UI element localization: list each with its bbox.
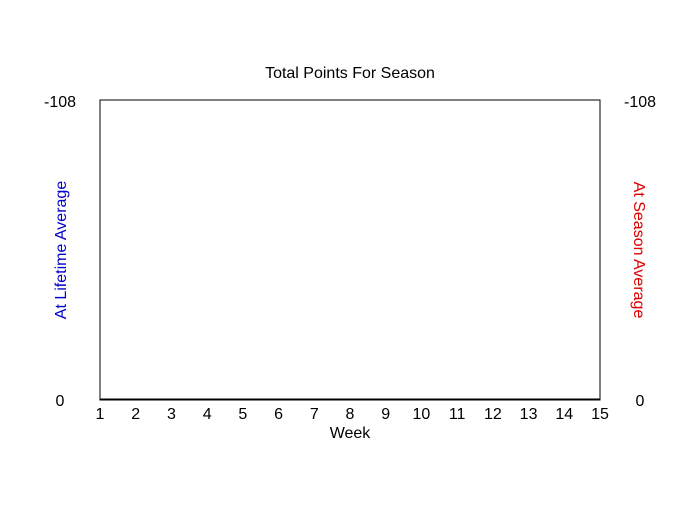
- plot-area-frame: [99, 99, 601, 401]
- x-tick-label: 14: [555, 406, 573, 423]
- x-tick-label: 9: [381, 406, 390, 423]
- y-axis-left-label: At Lifetime Average: [53, 181, 70, 320]
- x-tick-label: 15: [591, 406, 609, 423]
- x-axis-label: Week: [330, 425, 372, 442]
- y-left-tick-top: -108: [44, 94, 76, 111]
- x-tick-label: 13: [520, 406, 538, 423]
- x-tick-label: 3: [167, 406, 176, 423]
- x-tick-label: 10: [413, 406, 431, 423]
- x-tick-label: 2: [131, 406, 140, 423]
- y-right-tick-bottom: 0: [636, 393, 645, 410]
- x-tick-label: 5: [238, 406, 247, 423]
- x-tick-label: 6: [274, 406, 283, 423]
- x-tick-label: 11: [449, 406, 466, 423]
- x-tick-label: 12: [484, 406, 502, 423]
- x-tick-label: 1: [96, 406, 105, 423]
- chart-title: Total Points For Season: [265, 65, 435, 82]
- y-axis-right-label: At Season Average: [630, 182, 647, 319]
- y-left-tick-bottom: 0: [56, 393, 65, 410]
- x-tick-label: 8: [346, 406, 355, 423]
- x-tick-label: 4: [203, 406, 212, 423]
- y-right-tick-top: -108: [624, 94, 656, 111]
- x-tick-label: 7: [310, 406, 319, 423]
- x-tick-labels: 1 2 3 4 5 6 7 8 9 10 11 12 13 14 15: [96, 406, 609, 423]
